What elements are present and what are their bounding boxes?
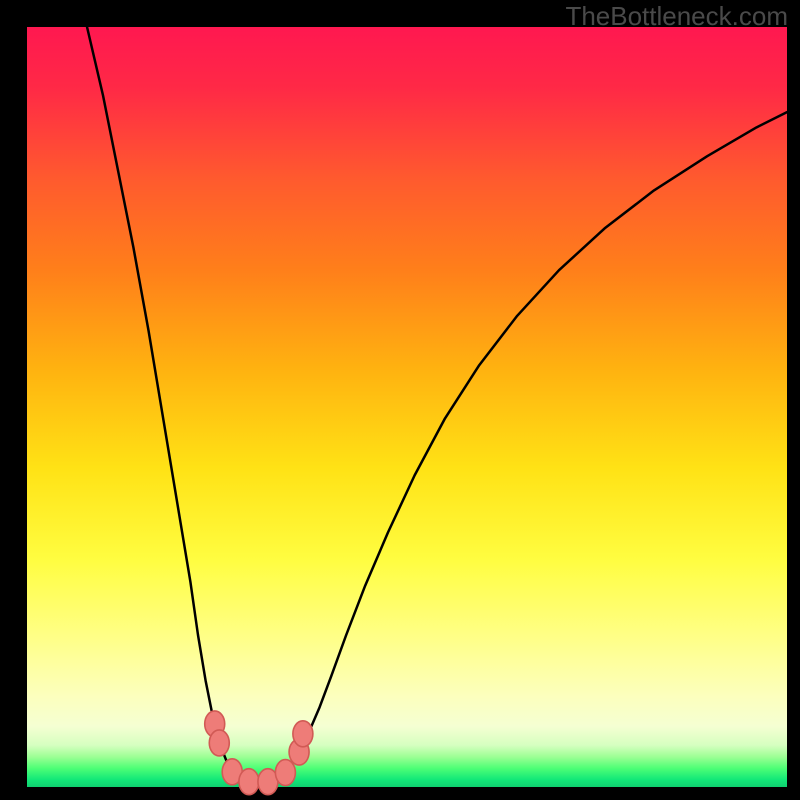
marker-group [205, 711, 313, 795]
data-marker [293, 721, 313, 747]
watermark-text: TheBottleneck.com [565, 1, 788, 32]
chart-svg [27, 27, 787, 787]
bottleneck-curve [87, 27, 787, 783]
data-marker [239, 769, 259, 795]
data-marker [209, 730, 229, 756]
plot-area [27, 27, 787, 787]
data-marker [275, 760, 295, 786]
